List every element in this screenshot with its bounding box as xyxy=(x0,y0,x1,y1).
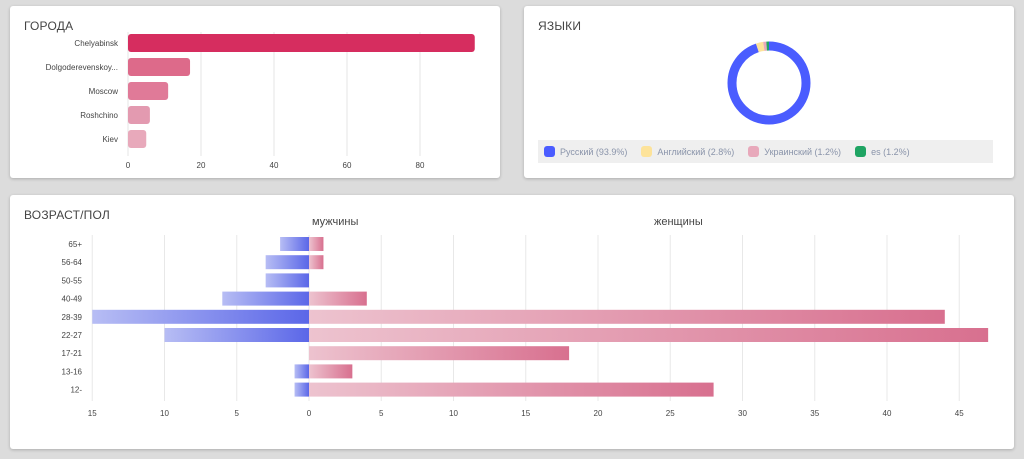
city-bar xyxy=(128,106,150,124)
age-label: 13-16 xyxy=(62,367,83,376)
female-bar xyxy=(309,382,714,397)
legend-swatch-icon xyxy=(748,146,760,157)
languages-legend: Русский (93.9%) Английский (2.8%) Украинск… xyxy=(538,140,993,163)
male-bar xyxy=(265,255,309,270)
city-label: Dolgoderevenskoy... xyxy=(46,63,118,72)
languages-donut-chart xyxy=(727,41,811,125)
x-tick-label: 35 xyxy=(810,409,819,418)
city-bar xyxy=(128,34,475,52)
female-bar xyxy=(309,364,353,379)
city-label: Moscow xyxy=(89,87,119,96)
male-bar xyxy=(294,382,309,397)
male-bar xyxy=(222,291,309,306)
city-bar xyxy=(128,58,191,76)
x-tick-label: 20 xyxy=(594,409,603,418)
male-bar xyxy=(280,237,309,251)
donut-slice xyxy=(727,41,811,125)
languages-card: ЯЗЫКИ Русский (93.9%) Английский (2.8%) Ук… xyxy=(524,6,1014,178)
age-label: 22-27 xyxy=(62,331,83,340)
female-bar xyxy=(309,255,324,270)
x-tick-label: 25 xyxy=(666,409,675,418)
age-label: 50-55 xyxy=(62,276,83,285)
age-gender-title: ВОЗРАСТ/ПОЛ xyxy=(24,208,110,222)
x-tick-label: 30 xyxy=(738,409,747,418)
female-bar xyxy=(309,346,570,361)
x-tick-label: 15 xyxy=(88,409,97,418)
female-bar xyxy=(309,291,367,306)
cities-chart: 0 20 40 60 80 Chelyabinsk Dolgoderevenskoy... M… xyxy=(46,32,475,170)
x-tick-label: 0 xyxy=(126,161,131,170)
age-label: 65+ xyxy=(68,240,82,249)
legend-label: Украинский (1.2%) xyxy=(764,146,842,157)
x-tick-label: 10 xyxy=(449,409,458,418)
city-label: Kiev xyxy=(102,135,118,144)
male-bar xyxy=(92,309,309,324)
legend-item[interactable]: Английский (2.8%) xyxy=(641,146,734,157)
male-bar xyxy=(294,364,309,379)
x-tick-label: 80 xyxy=(416,161,425,170)
age-label: 17-21 xyxy=(62,349,83,358)
cities-title: ГОРОДА xyxy=(24,19,74,33)
x-tick-label: 5 xyxy=(235,409,240,418)
donut-slice xyxy=(727,41,811,125)
legend-swatch-icon xyxy=(544,146,555,157)
legend-item[interactable]: es (1.2%) xyxy=(855,146,910,157)
legend-label: es (1.2%) xyxy=(871,146,910,157)
x-tick-label: 20 xyxy=(197,161,206,170)
x-tick-label: 60 xyxy=(343,161,352,170)
legend-swatch-icon xyxy=(641,146,653,157)
x-tick-label: 5 xyxy=(379,409,384,418)
legend-item[interactable]: Украинский (1.2%) xyxy=(748,146,841,157)
legend-swatch-icon xyxy=(855,146,867,157)
female-bar xyxy=(309,237,324,251)
male-label: мужчины xyxy=(312,216,359,228)
x-tick-label: 45 xyxy=(955,409,964,418)
legend-item[interactable]: Русский (93.9%) xyxy=(544,146,627,157)
female-label: женщины xyxy=(654,216,703,228)
cities-card: ГОРОДА 0 20 40 60 80 Chelyabinsk Dolgoderevens… xyxy=(10,6,500,178)
female-bar xyxy=(309,328,989,342)
legend-label: Английский (2.8%) xyxy=(657,146,735,157)
city-label: Roshchino xyxy=(80,111,118,120)
age-label: 56-64 xyxy=(62,258,83,267)
male-bar xyxy=(265,273,309,288)
x-tick-label: 15 xyxy=(521,409,530,418)
age-gender-chart: 15 10 5 0 5 10 15 20 25 30 35 40 45 65+ 56-64 50-55 40-4… xyxy=(62,235,989,418)
age-label: 12- xyxy=(70,386,82,395)
female-bar xyxy=(309,309,945,324)
legend-label: Русский (93.9%) xyxy=(560,146,628,157)
languages-title: ЯЗЫКИ xyxy=(538,19,582,33)
x-tick-label: 40 xyxy=(883,409,892,418)
city-label: Chelyabinsk xyxy=(74,39,119,48)
male-bar xyxy=(164,328,309,342)
x-tick-label: 0 xyxy=(307,409,312,418)
age-label: 40-49 xyxy=(62,295,83,304)
age-label: 28-39 xyxy=(62,313,83,322)
city-bar xyxy=(128,130,147,148)
age-gender-card: ВОЗРАСТ/ПОЛ мужчины женщины 15 10 5 0 5 10 15 2… xyxy=(10,195,1014,449)
x-tick-label: 10 xyxy=(160,409,169,418)
city-bar xyxy=(128,82,169,100)
x-tick-label: 40 xyxy=(270,161,279,170)
